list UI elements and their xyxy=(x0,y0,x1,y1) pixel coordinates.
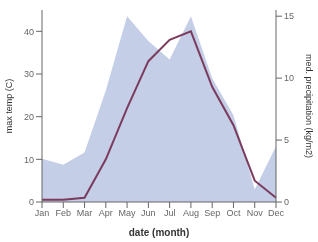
svg-text:Mar: Mar xyxy=(77,208,93,218)
svg-text:Jan: Jan xyxy=(35,208,50,218)
svg-text:Nov: Nov xyxy=(247,208,264,218)
svg-text:5: 5 xyxy=(284,135,289,145)
svg-text:40: 40 xyxy=(24,27,34,37)
svg-text:Apr: Apr xyxy=(99,208,113,218)
svg-text:0: 0 xyxy=(29,197,34,207)
svg-text:max temp (C): max temp (C) xyxy=(8,79,14,134)
svg-text:Oct: Oct xyxy=(226,208,241,218)
svg-text:Jul: Jul xyxy=(164,208,176,218)
svg-text:15: 15 xyxy=(284,11,294,21)
svg-text:30: 30 xyxy=(24,69,34,79)
svg-text:10: 10 xyxy=(284,73,294,83)
svg-text:Jun: Jun xyxy=(141,208,156,218)
svg-text:Sep: Sep xyxy=(204,208,220,218)
svg-text:May: May xyxy=(119,208,137,218)
svg-text:20: 20 xyxy=(24,112,34,122)
svg-text:Feb: Feb xyxy=(56,208,72,218)
svg-text:10: 10 xyxy=(24,155,34,165)
svg-text:Aug: Aug xyxy=(183,208,199,218)
svg-text:med. precipitation (kg/m2): med. precipitation (kg/m2) xyxy=(304,54,310,158)
svg-text:0: 0 xyxy=(284,197,289,207)
svg-text:date (month): date (month) xyxy=(129,227,190,238)
svg-text:Dec: Dec xyxy=(268,208,285,218)
